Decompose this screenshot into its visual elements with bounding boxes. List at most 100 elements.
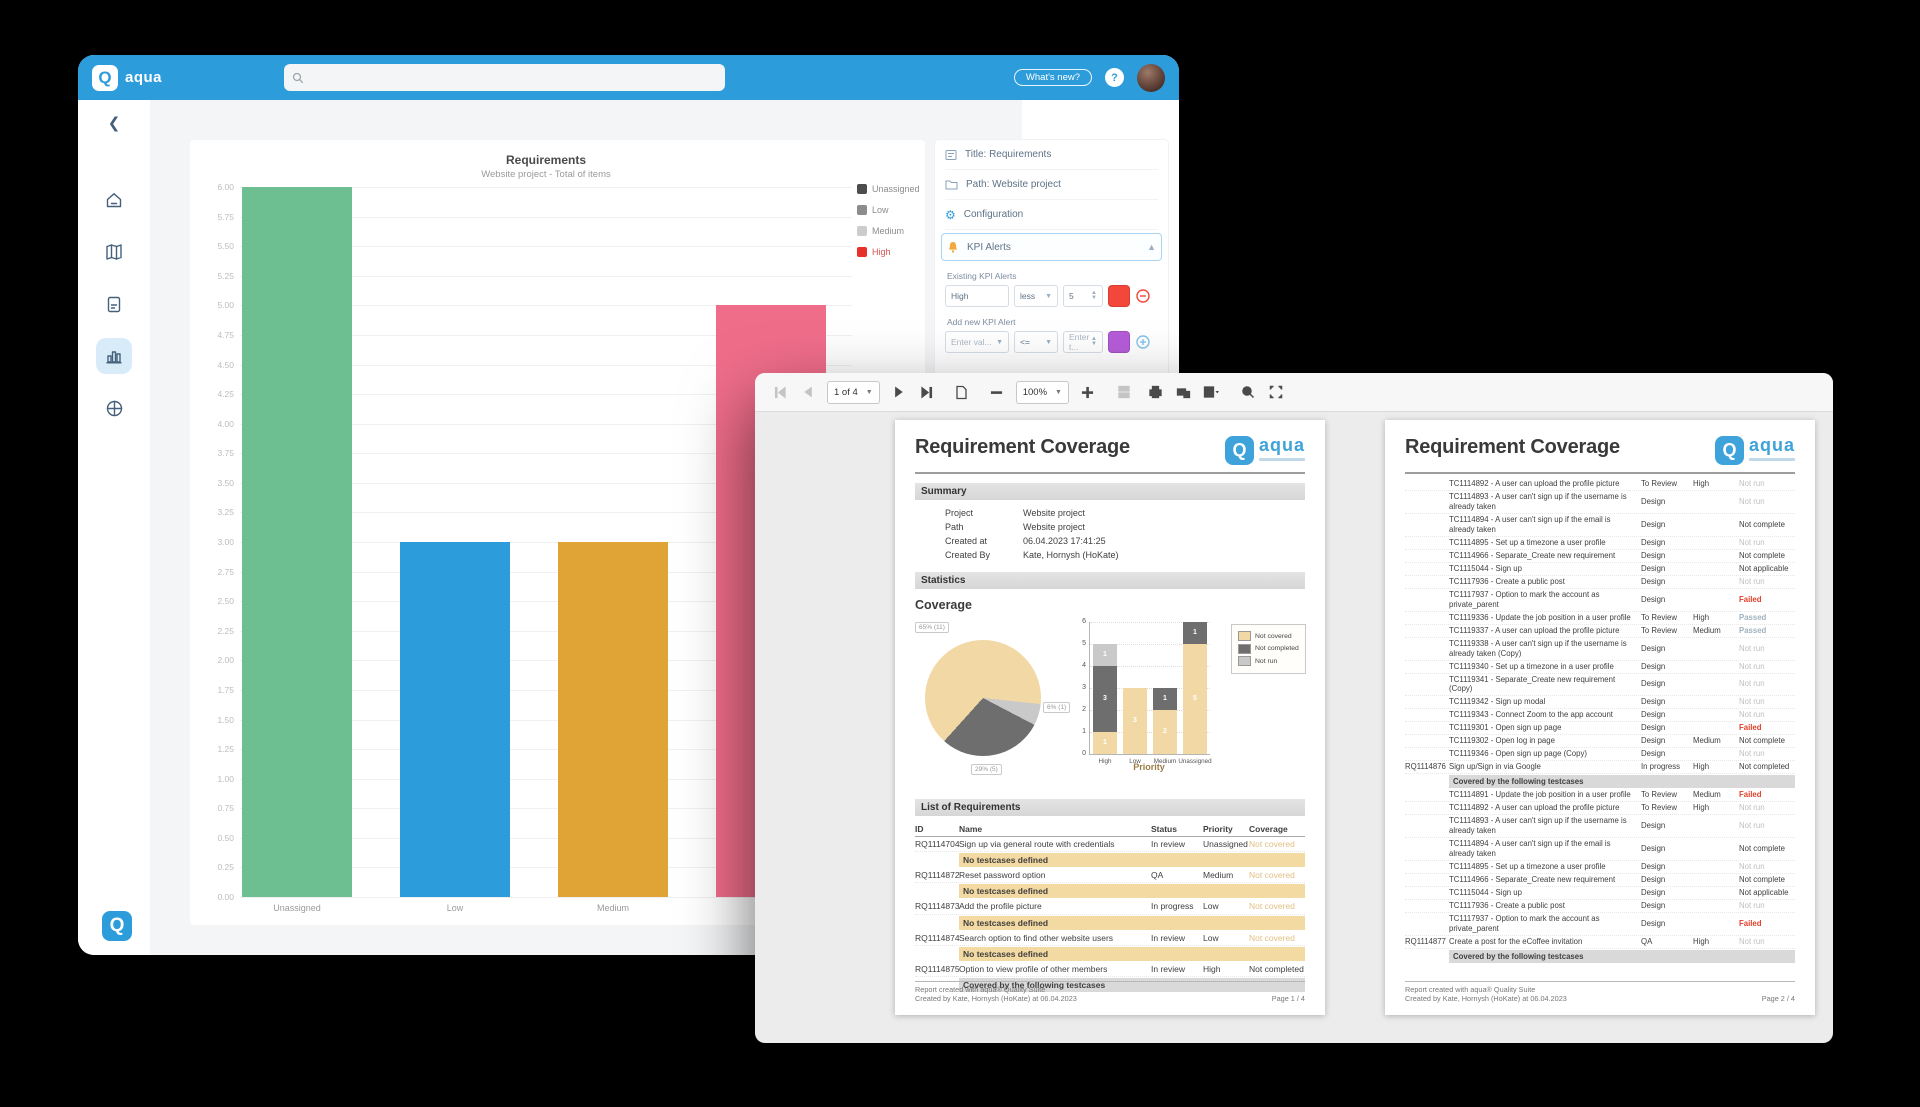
y-tick-label: 0.25 [217,862,234,873]
cell-name: TC1114891 - Update the job position in a… [1449,790,1631,800]
panel-row-title[interactable]: Title: Requirements [945,140,1158,170]
next-page-button[interactable] [890,383,908,401]
sidebar-collapse-button[interactable]: ❮ [107,115,121,132]
continuous-view-button[interactable] [1115,383,1133,401]
previous-page-button[interactable] [799,383,817,401]
cell-name: TC1119340 - Set up a timezone in a user … [1449,661,1614,671]
y-tick-label: 4 [1082,661,1086,669]
new-alert-name-select[interactable]: Enter val... ▼ [945,331,1009,353]
legend-item[interactable]: Unassigned [857,184,920,194]
cell-name: TC1114894 - A user can't sign up if the … [1449,839,1611,859]
bar-segment: 1 [1183,621,1207,644]
print-button[interactable] [1147,383,1165,401]
zoom-level-dropdown[interactable]: 100% ▼ [1015,380,1069,404]
first-page-button[interactable] [771,383,789,401]
search-input[interactable] [310,70,717,85]
sidebar-item-reports[interactable] [96,390,132,426]
table-note-row: Covered by the following testcases [1449,775,1795,789]
cell-coverage: Not covered [1249,932,1295,943]
cell-status: To Review [1641,790,1677,800]
y-tick-label: 4.75 [217,329,234,340]
alert-threshold-stepper[interactable]: 5 ▲ ▼ [1063,285,1103,307]
last-page-button[interactable] [918,383,936,401]
delete-alert-icon[interactable] [1135,288,1151,304]
new-alert-threshold-stepper[interactable]: Enter t... ▲ ▼ [1063,331,1103,353]
add-alert-icon[interactable] [1135,334,1151,350]
cell-coverage: Not run [1739,661,1765,671]
aqua-logo-text: aqua [1258,435,1305,455]
sidebar-item-documents[interactable] [96,286,132,322]
new-alert-color-swatch[interactable] [1108,331,1130,353]
alert-name-input[interactable] [945,285,1009,307]
cell-status: In review [1151,838,1186,849]
y-tick-label: 0.50 [217,832,234,843]
coverage-heading: Coverage [915,597,972,612]
alert-color-swatch[interactable] [1108,285,1130,307]
gridline [240,660,852,662]
cell-name: TC1119342 - Sign up modal [1449,697,1546,707]
print-page-button[interactable] [1175,383,1193,401]
header-name: Name [959,823,983,834]
cell-coverage: Not covered [1249,870,1295,881]
new-alert-operator-select[interactable]: <= ▼ [1014,331,1058,353]
cell-status: Design [1641,862,1666,872]
panel-row-path[interactable]: Path: Website project [945,170,1158,200]
x-tick-label: Medium [1153,757,1177,765]
user-avatar[interactable] [1137,63,1165,92]
panel-row-configuration[interactable]: ⚙ Configuration [945,200,1158,230]
cell-coverage: Failed [1739,723,1762,733]
help-button[interactable]: ? [1105,68,1124,87]
cell-name: TC1114966 - Separate_Create new requirem… [1449,875,1616,885]
zoom-out-button[interactable] [988,383,1006,401]
cell-status: Design [1641,550,1666,560]
cell-coverage: Not run [1739,537,1765,547]
bar-segment: 5 [1183,643,1207,754]
cell-name: TC1119336 - Update the job position in a… [1449,612,1631,622]
stepper-arrows-icon[interactable]: ▲ ▼ [1091,290,1097,301]
summary-row: Created at 06.04.2023 17:41:25 [945,535,1305,549]
report-title: Requirement Coverage [1405,436,1620,458]
search-icon [292,72,304,83]
legend-item: Not completed [1238,643,1299,654]
stepper-arrows-icon[interactable]: ▲ ▼ [1091,336,1097,347]
legend-item[interactable]: Low [857,205,920,215]
export-button[interactable] [1203,383,1221,401]
cell-coverage: Not complete [1739,875,1785,885]
global-search[interactable] [284,64,725,91]
table-row: RQ1114875 Option to view profile of other… [915,962,1305,978]
y-tick-label: 5 [1082,639,1086,647]
x-axis-title: Priority [1133,761,1165,772]
aqua-logo-text: aqua [1748,435,1795,455]
requirements-table-page2: TC1114892 - A user can upload the profil… [1405,478,1795,963]
page-indicator-dropdown[interactable]: 1 of 4 ▼ [827,380,880,404]
alert-operator-select[interactable]: less ▼ [1014,285,1058,307]
fullscreen-button[interactable] [1267,383,1285,401]
sidebar-item-map[interactable] [96,234,132,270]
sidebar-item-dashboards[interactable] [96,338,132,374]
single-page-view-button[interactable] [952,383,970,401]
brand-name: aqua [125,69,163,86]
coverage-pie [925,639,1041,756]
sidebar-item-home[interactable] [96,182,132,218]
legend-item[interactable]: High [857,247,920,257]
panel-row-kpi-alerts[interactable]: KPI Alerts ▲ [941,233,1162,261]
search-document-button[interactable] [1239,383,1257,401]
report-header: Requirement Coverage Q aqua [1405,436,1795,474]
cell-id: RQ1114873 [915,901,960,912]
bell-icon [949,241,957,253]
zoom-in-button[interactable] [1079,383,1097,401]
whats-new-button[interactable]: What's new? [1013,68,1092,87]
report-page-2: Requirement Coverage Q aqua TC1114892 - … [1385,420,1815,1015]
cell-coverage: Not applicable [1739,888,1789,897]
aqua-logo-icon[interactable]: Q [92,64,118,91]
x-tick-label: Low [446,903,464,913]
cell-id: RQ1114874 [915,932,960,943]
priority-stacked-chart: 0 1 2 3 4 5 6 1 3 1 High 3 Low 2 1 Medium 5 1 Unassigned P… [1073,614,1221,790]
cell-coverage: Not covered [1249,901,1295,912]
table-row: TC1114894 - A user can't sign up if the … [1405,514,1795,537]
y-tick-label: 1.50 [217,714,234,725]
legend-item[interactable]: Medium [857,226,920,236]
cell-status: QA [1151,870,1164,881]
cell-status: Design [1641,661,1666,671]
page-number: Page 2 / 4 [1761,994,1795,1003]
